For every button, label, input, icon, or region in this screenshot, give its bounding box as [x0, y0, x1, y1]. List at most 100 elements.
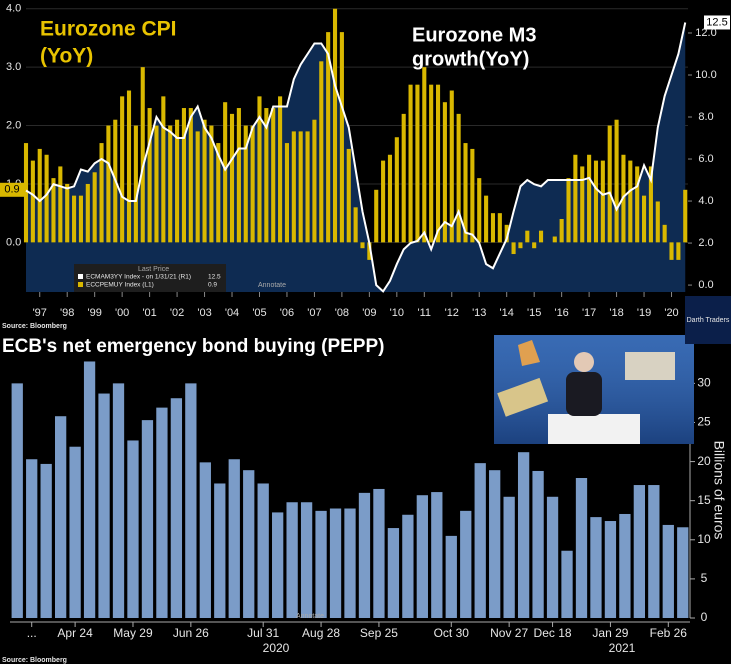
- x-tick-label: '03: [197, 307, 211, 319]
- bar: [44, 154, 49, 243]
- bar: [566, 178, 571, 243]
- bar: [112, 383, 125, 618]
- bar: [642, 195, 647, 243]
- bar: [559, 219, 564, 243]
- bar: [489, 470, 501, 618]
- bar: [402, 514, 414, 618]
- bar: [58, 166, 63, 243]
- bar: [99, 143, 104, 243]
- x-tick-label: May 29: [113, 626, 153, 640]
- bar: [648, 166, 653, 243]
- bar: [332, 8, 338, 243]
- legend-box: [74, 264, 226, 292]
- bar: [517, 452, 530, 618]
- bar: [460, 510, 472, 618]
- bar: [677, 527, 689, 618]
- bar: [216, 143, 221, 243]
- bar: [30, 160, 35, 243]
- source: Source: Bloomberg: [2, 323, 67, 330]
- bar: [181, 108, 186, 243]
- y2-tick-label: 6.0: [698, 153, 713, 165]
- x-tick-label: '11: [418, 307, 432, 319]
- bar: [511, 242, 516, 255]
- x-tick-label: '99: [88, 307, 102, 319]
- bar: [538, 230, 544, 243]
- inset-photo: [494, 335, 694, 444]
- x-tick-label: '04: [225, 307, 239, 319]
- x-tick-label: Jan 29: [592, 626, 628, 640]
- bar: [344, 508, 356, 618]
- bar: [120, 96, 125, 243]
- bar: [580, 166, 585, 243]
- bar: [470, 148, 475, 243]
- bar: [319, 61, 324, 243]
- x-tick-label: Dec 18: [534, 626, 572, 640]
- x-tick-label: '00: [115, 307, 129, 319]
- y2-tick-label: 2.0: [698, 237, 713, 249]
- bar: [587, 154, 592, 243]
- bar: [662, 524, 674, 618]
- x-tick-label: ...: [27, 626, 37, 640]
- legend-swatch: [78, 274, 83, 279]
- x-tick-label: Jun 26: [173, 626, 209, 640]
- bar: [387, 528, 400, 618]
- bar: [37, 148, 42, 243]
- bar: [442, 102, 447, 243]
- y-tick-label: 20: [697, 454, 711, 468]
- bar: [525, 230, 530, 243]
- x-tick-label: '06: [280, 307, 294, 319]
- top-chart: 0.01.02.03.04.00.02.04.06.08.010.012.0'9…: [0, 0, 730, 330]
- bar: [614, 119, 619, 243]
- bar: [429, 84, 434, 243]
- bar: [381, 160, 386, 243]
- bar: [353, 207, 358, 243]
- bar: [628, 160, 633, 243]
- y2-tick-label: 8.0: [698, 111, 713, 123]
- bar: [497, 213, 502, 243]
- bar: [669, 242, 674, 260]
- bar: [51, 178, 56, 243]
- bar: [315, 510, 327, 618]
- x-tick-label: '98: [60, 307, 74, 319]
- x-tick-label: '01: [142, 307, 156, 319]
- chart-title: Eurozone M3: [412, 24, 536, 46]
- bar: [435, 84, 441, 243]
- x-tick-label: '19: [637, 307, 651, 319]
- x-tick-label: '20: [664, 307, 678, 319]
- bar: [156, 407, 168, 618]
- bar: [683, 189, 688, 243]
- bar: [477, 178, 482, 243]
- bar: [92, 172, 97, 243]
- bar: [604, 521, 617, 618]
- legend-title: Last Price: [138, 266, 169, 273]
- x-tick-label: '15: [527, 307, 541, 319]
- y-tick-label: 2.0: [6, 119, 21, 131]
- bar: [126, 90, 132, 243]
- value-tag: [704, 15, 730, 30]
- bar: [154, 125, 159, 243]
- bar: [619, 513, 631, 618]
- bar: [305, 131, 310, 243]
- bar: [633, 485, 646, 618]
- bar: [72, 195, 77, 243]
- x-tick-label: Feb 26: [650, 626, 688, 640]
- bar: [202, 119, 207, 243]
- bar: [374, 189, 379, 243]
- x-tick-label: '10: [390, 307, 404, 319]
- bar: [264, 108, 269, 243]
- y-tick-label: 10: [697, 532, 711, 546]
- bar: [147, 108, 152, 243]
- bar: [291, 131, 296, 243]
- bar: [98, 393, 110, 618]
- bar: [78, 195, 83, 243]
- bar: [552, 236, 557, 243]
- bar: [463, 143, 468, 243]
- bar: [229, 113, 235, 243]
- legend-value: 12.5: [208, 274, 221, 281]
- bar: [607, 125, 612, 243]
- y-tick-label: 4.0: [6, 3, 21, 15]
- bar: [26, 459, 38, 618]
- bar: [223, 102, 228, 243]
- y-tick-label: 0: [701, 610, 708, 624]
- y2-tick-label: 4.0: [698, 195, 713, 207]
